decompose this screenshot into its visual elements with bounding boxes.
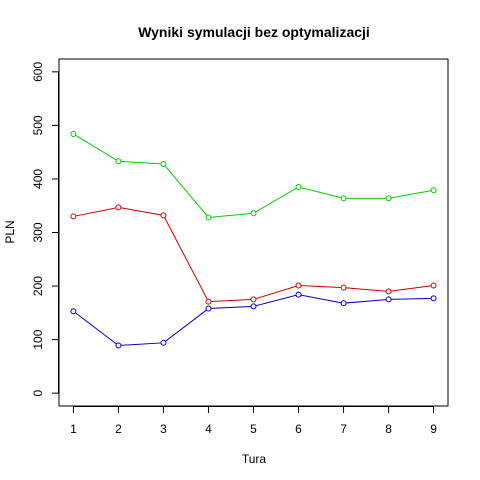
data-point [160,339,167,346]
data-point [250,210,257,217]
x-tick-label: 8 [385,422,392,436]
data-point [115,158,122,165]
data-point [295,291,302,298]
data-point [295,282,302,289]
data-point [340,284,347,291]
data-point [340,195,347,202]
series-line [73,206,434,303]
data-point [115,204,122,211]
data-point [70,130,77,137]
data-point [430,187,437,194]
y-tick-label: 100 [31,329,45,349]
data-point [385,195,392,202]
x-tick-label: 9 [430,422,437,436]
x-tick-label: 1 [70,422,77,436]
y-tick-label: 200 [31,276,45,296]
y-tick-label: 500 [31,115,45,135]
data-point [205,214,212,221]
y-tick-label: 0 [31,389,45,396]
data-point [250,296,257,303]
x-tick-label: 2 [115,422,122,436]
data-point [340,300,347,307]
y-axis: 0 100 200 300 400 500 600 [31,62,59,396]
data-point [205,298,212,305]
y-tick-label: 400 [31,169,45,189]
series-line [73,133,434,219]
y-tick-label: 600 [31,62,45,82]
data-point [430,295,437,302]
data-point [250,303,257,310]
y-tick-label: 300 [31,222,45,242]
data-point [430,282,437,289]
x-tick-label: 5 [250,422,257,436]
data-point [385,288,392,295]
x-axis: 1 2 3 4 5 6 7 8 9 [70,406,437,436]
data-point [160,212,167,219]
data-point [115,342,122,349]
y-axis-label: PLN [3,220,17,243]
data-point [295,183,302,190]
series-layer [70,130,437,349]
series-2 [70,204,437,305]
data-point [70,213,77,220]
x-tick-label: 3 [160,422,167,436]
chart-title: Wyniki symulacji bez optymalizacji [138,24,370,40]
series-3 [70,291,437,349]
x-tick-label: 7 [340,422,347,436]
data-point [385,296,392,303]
series-1 [70,130,437,221]
x-axis-label: Tura [242,452,267,466]
x-tick-label: 6 [295,422,302,436]
data-point [160,160,167,167]
data-point [205,305,212,312]
plot-box [58,58,449,407]
x-tick-label: 4 [205,422,212,436]
data-point [70,308,77,315]
